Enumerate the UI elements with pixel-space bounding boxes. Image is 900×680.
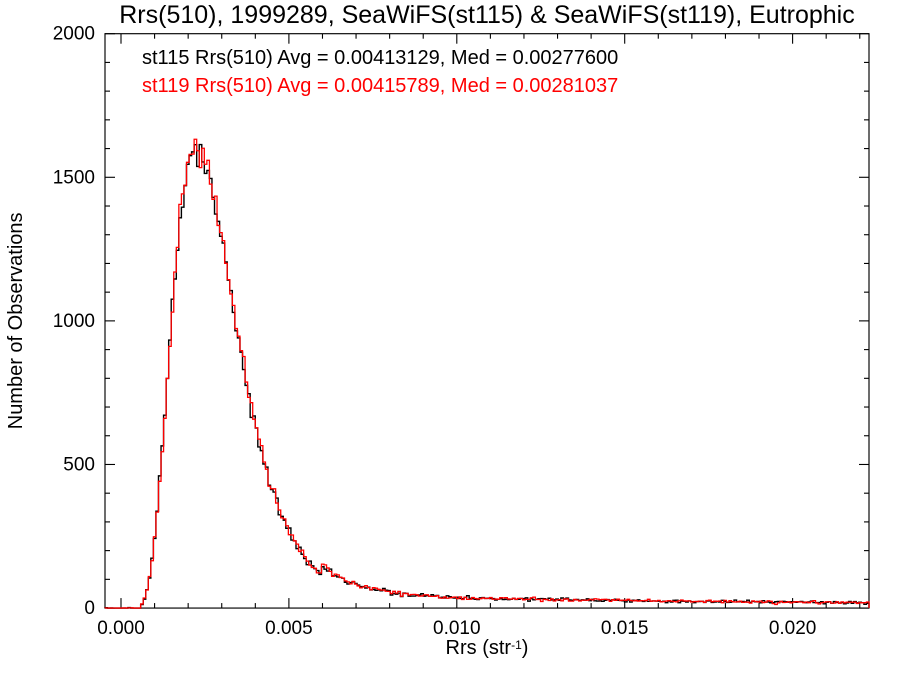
svg-text:1500: 1500: [53, 167, 95, 188]
svg-text:0.020: 0.020: [769, 618, 817, 639]
svg-text:0: 0: [84, 598, 95, 619]
svg-text:st115 Rrs(510) Avg = 0.0041312: st115 Rrs(510) Avg = 0.00413129, Med = 0…: [142, 47, 618, 69]
svg-text:0.005: 0.005: [265, 618, 313, 639]
svg-text:0.000: 0.000: [97, 618, 145, 639]
svg-text:500: 500: [63, 454, 95, 475]
svg-text:2000: 2000: [53, 24, 95, 45]
svg-text:Rrs(510), 1999289, SeaWiFS(st1: Rrs(510), 1999289, SeaWiFS(st115) & SeaW…: [119, 1, 855, 29]
svg-text:st119 Rrs(510) Avg = 0.0041578: st119 Rrs(510) Avg = 0.00415789, Med = 0…: [142, 75, 618, 97]
svg-text:1000: 1000: [53, 311, 95, 332]
svg-text:0.015: 0.015: [601, 618, 649, 639]
svg-text:0.010: 0.010: [433, 618, 481, 639]
svg-text:Number of Observations: Number of Observations: [5, 212, 27, 429]
